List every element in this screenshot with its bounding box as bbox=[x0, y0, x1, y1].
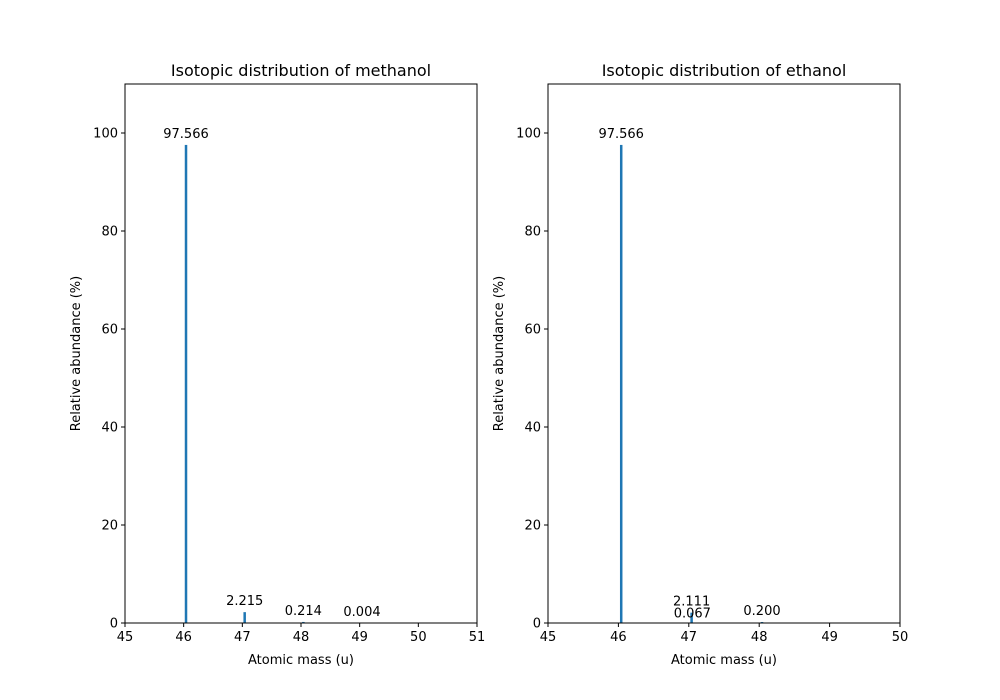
methanol-chart-title: Isotopic distribution of methanol bbox=[171, 61, 431, 80]
methanol-x-axis-label: Atomic mass (u) bbox=[248, 653, 354, 668]
ethanol-y-ticks: 0 20 40 60 80 100 bbox=[516, 127, 548, 632]
methanol-y-tick-label: 0 bbox=[110, 617, 118, 632]
ethanol-y-tick-label: 20 bbox=[524, 519, 541, 534]
methanol-chart: Isotopic distribution of methanol 97.566… bbox=[69, 61, 485, 668]
methanol-bar bbox=[302, 621, 305, 623]
methanol-x-tick-label: 51 bbox=[469, 630, 486, 645]
ethanol-y-tick-label: 60 bbox=[524, 323, 541, 338]
ethanol-bar-value-label: 2.111 bbox=[673, 595, 710, 610]
methanol-bar bbox=[243, 612, 246, 623]
ethanol-y-tick-label: 0 bbox=[533, 617, 541, 632]
methanol-x-tick-label: 45 bbox=[117, 630, 134, 645]
ethanol-x-tick-label: 47 bbox=[681, 630, 698, 645]
methanol-axes-frame bbox=[124, 83, 478, 624]
ethanol-bar bbox=[619, 144, 623, 623]
methanol-y-axis-label: Relative abundance (%) bbox=[69, 276, 84, 432]
ethanol-x-axis-label: Atomic mass (u) bbox=[671, 653, 777, 668]
ethanol-y-tick-label: 40 bbox=[524, 421, 541, 436]
methanol-bar-value-label: 2.215 bbox=[226, 594, 263, 609]
methanol-bar-value-label: 97.566 bbox=[163, 127, 209, 142]
ethanol-bar-value-label: 0.200 bbox=[743, 604, 780, 619]
ethanol-bars bbox=[619, 144, 764, 623]
ethanol-chart-title: Isotopic distribution of ethanol bbox=[602, 61, 847, 80]
ethanol-chart: Isotopic distribution of ethanol 97.566 2… bbox=[492, 61, 908, 668]
methanol-y-tick-label: 20 bbox=[101, 519, 118, 534]
methanol-x-tick-label: 49 bbox=[351, 630, 368, 645]
methanol-y-ticks: 0 20 40 60 80 100 bbox=[93, 127, 125, 632]
ethanol-x-tick-label: 48 bbox=[751, 630, 768, 645]
methanol-bar-labels: 97.566 2.215 0.214 0.004 bbox=[163, 127, 380, 620]
methanol-y-tick-label: 60 bbox=[101, 323, 118, 338]
ethanol-axes-frame bbox=[547, 83, 901, 624]
ethanol-bar-value-label: 0.067 bbox=[674, 607, 711, 622]
ethanol-x-ticks: 45 46 47 48 49 50 bbox=[540, 623, 909, 645]
ethanol-bar bbox=[690, 612, 693, 623]
methanol-bar-value-label: 0.214 bbox=[285, 604, 322, 619]
ethanol-x-tick-label: 45 bbox=[540, 630, 557, 645]
methanol-y-tick-label: 100 bbox=[93, 127, 118, 142]
methanol-bar-value-label: 0.004 bbox=[343, 605, 380, 620]
methanol-x-tick-label: 48 bbox=[293, 630, 310, 645]
ethanol-x-tick-label: 50 bbox=[892, 630, 909, 645]
methanol-x-ticks: 45 46 47 48 49 50 51 bbox=[117, 623, 486, 645]
ethanol-x-tick-label: 46 bbox=[610, 630, 627, 645]
methanol-x-tick-label: 47 bbox=[234, 630, 251, 645]
methanol-y-tick-label: 80 bbox=[101, 225, 118, 240]
methanol-y-tick-label: 40 bbox=[101, 421, 118, 436]
methanol-x-tick-label: 46 bbox=[175, 630, 192, 645]
ethanol-x-tick-label: 49 bbox=[821, 630, 838, 645]
methanol-x-tick-label: 50 bbox=[410, 630, 427, 645]
methanol-bar bbox=[184, 144, 188, 623]
ethanol-y-axis-label: Relative abundance (%) bbox=[492, 276, 507, 432]
ethanol-y-tick-label: 100 bbox=[516, 127, 541, 142]
ethanol-y-tick-label: 80 bbox=[524, 225, 541, 240]
ethanol-bar-value-label: 97.566 bbox=[598, 127, 644, 142]
methanol-bars bbox=[184, 144, 364, 623]
